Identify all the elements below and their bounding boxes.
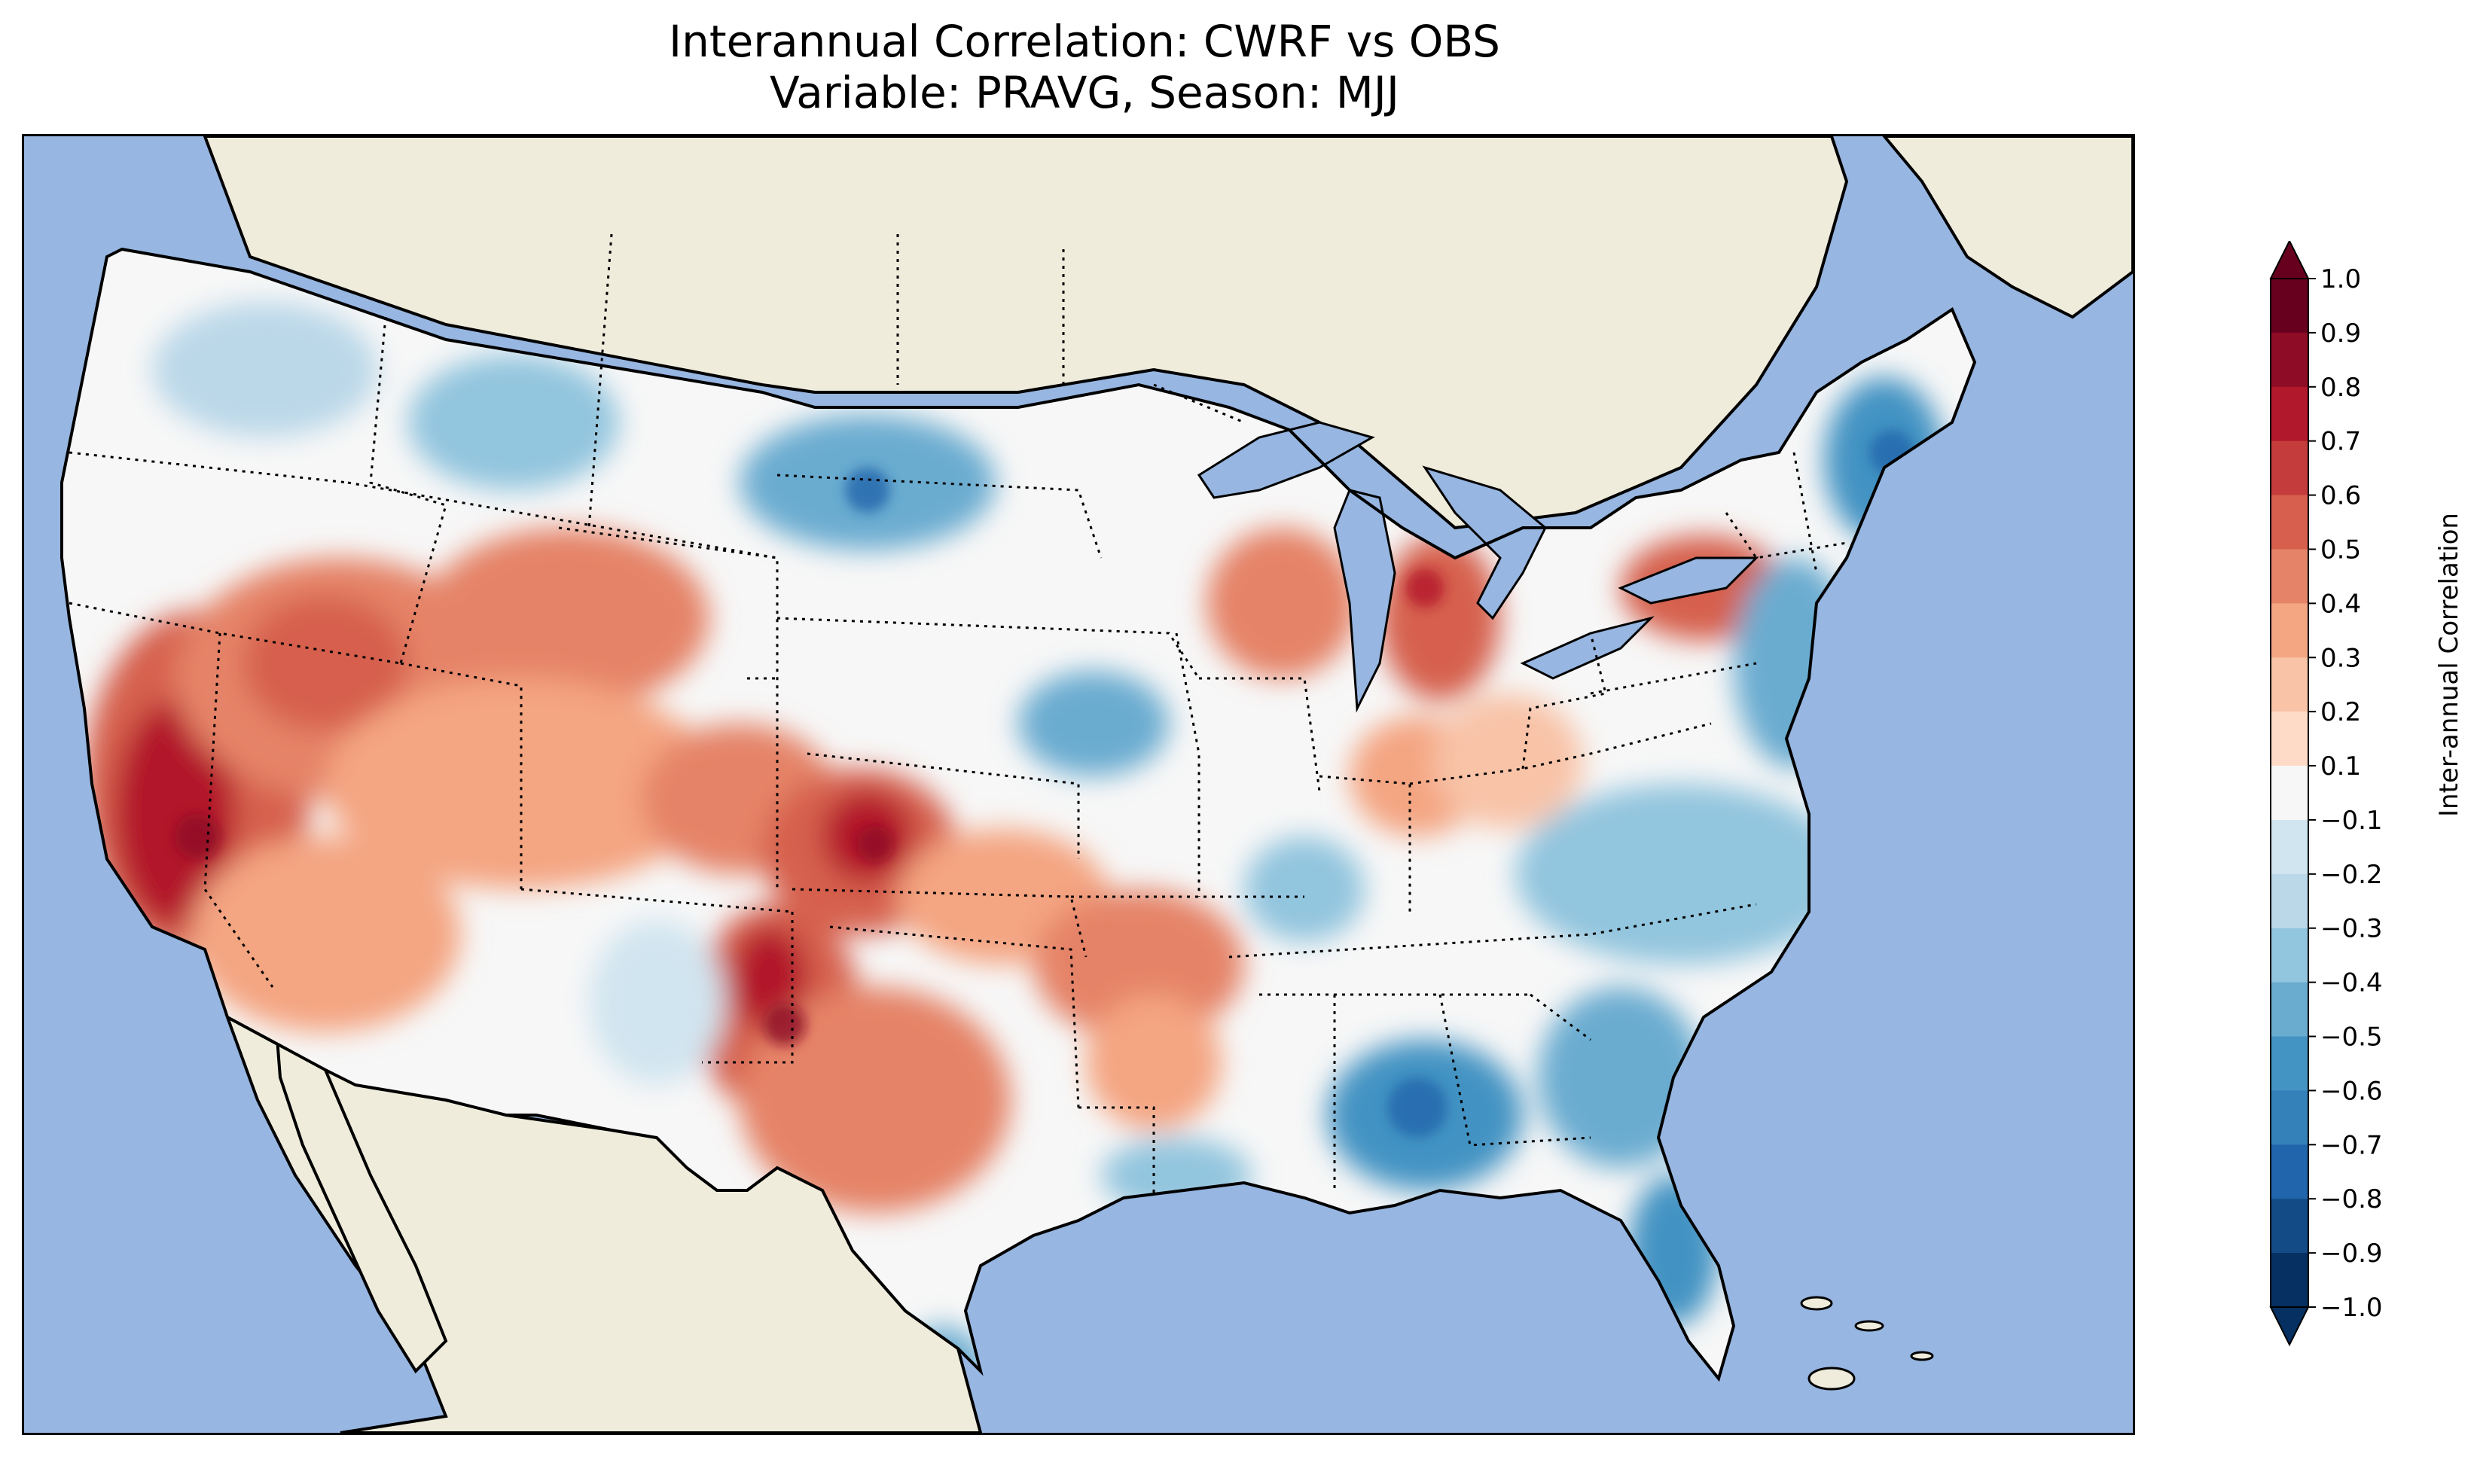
colorbar-swatch [2271, 873, 2308, 929]
us-coastline [60, 247, 1977, 1382]
colorbar-tick-label: 0.9 [2320, 318, 2361, 349]
colorbar-extend-min [2269, 1306, 2310, 1347]
colorbar-swatch [2271, 603, 2308, 658]
conus-map [60, 136, 2133, 1433]
colorbar-tick-label: −0.4 [2320, 968, 2383, 998]
colorbar-tick-label: 0.1 [2320, 751, 2361, 782]
colorbar-tick-label: 1.0 [2320, 264, 2361, 294]
colorbar-tick-label: −0.2 [2320, 860, 2383, 890]
colorbar-swatch [2271, 928, 2308, 983]
colorbar-tick-label: 0.3 [2320, 643, 2361, 673]
map-panel [22, 134, 2135, 1435]
colorbar-swatch [2271, 1036, 2308, 1091]
colorbar-swatch [2271, 1253, 2308, 1308]
colorbar-swatch [2271, 657, 2308, 712]
colorbar-tick-label: 0.4 [2320, 589, 2361, 619]
colorbar: 1.0 0.9 0.8 0.7 0.6 0.5 0.4 0.3 0.2 0.1 −0.1 −0.2 −0… [2269, 241, 2383, 1347]
colorbar-tick-label: −0.5 [2320, 1022, 2383, 1053]
correlation-field [62, 249, 1975, 1379]
colorbar-swatches [2271, 279, 2308, 1308]
chart-title-line-2: Variable: PRAVG, Season: MJJ [770, 67, 1399, 118]
islands [1800, 1296, 1934, 1391]
colorbar-swatch [2271, 1090, 2308, 1145]
colorbar-tick-label: −0.9 [2320, 1239, 2383, 1269]
great-lakes [1197, 421, 1759, 713]
colorbar-tick-label: 0.5 [2320, 535, 2361, 565]
colorbar-tick-label: −0.3 [2320, 914, 2383, 944]
colorbar-tick-label: 0.2 [2320, 697, 2361, 727]
colorbar-tick-label: −1.0 [2320, 1293, 2383, 1323]
colorbar-swatch [2271, 549, 2308, 604]
colorbar-swatch [2271, 819, 2308, 875]
colorbar-tick-label: −0.1 [2320, 806, 2383, 836]
colorbar-swatch [2271, 766, 2308, 821]
colorbar-tick-label: 0.7 [2320, 427, 2361, 457]
colorbar-tick-label: −0.6 [2320, 1076, 2383, 1106]
colorbar-swatch [2271, 332, 2308, 388]
colorbar-swatch [2271, 440, 2308, 496]
colorbar-swatch [2271, 712, 2308, 766]
colorbar-ticks: 1.0 0.9 0.8 0.7 0.6 0.5 0.4 0.3 0.2 0.1 −0.1 −0.2 −0… [2308, 264, 2383, 1323]
colorbar-swatch [2271, 982, 2308, 1038]
chart-title-line-1: Interannual Correlation: CWRF vs OBS [668, 16, 1500, 67]
colorbar-extend-max [2269, 241, 2310, 279]
colorbar-tick-label: −0.8 [2320, 1184, 2383, 1214]
surrounding-land [203, 136, 2133, 1433]
colorbar-swatch [2271, 495, 2308, 550]
colorbar-swatch [2271, 279, 2308, 334]
colorbar-label: Inter-annual Correlation [2434, 513, 2464, 817]
colorbar-frame [2270, 278, 2309, 1308]
colorbar-tick-label: 0.8 [2320, 373, 2361, 403]
colorbar-swatch [2271, 1144, 2308, 1199]
colorbar-tick-label: −0.7 [2320, 1130, 2383, 1160]
colorbar-tick-label: 0.6 [2320, 481, 2361, 511]
state-boundaries [69, 233, 1847, 1198]
colorbar-swatch [2271, 386, 2308, 442]
colorbar-swatch [2271, 1199, 2308, 1254]
